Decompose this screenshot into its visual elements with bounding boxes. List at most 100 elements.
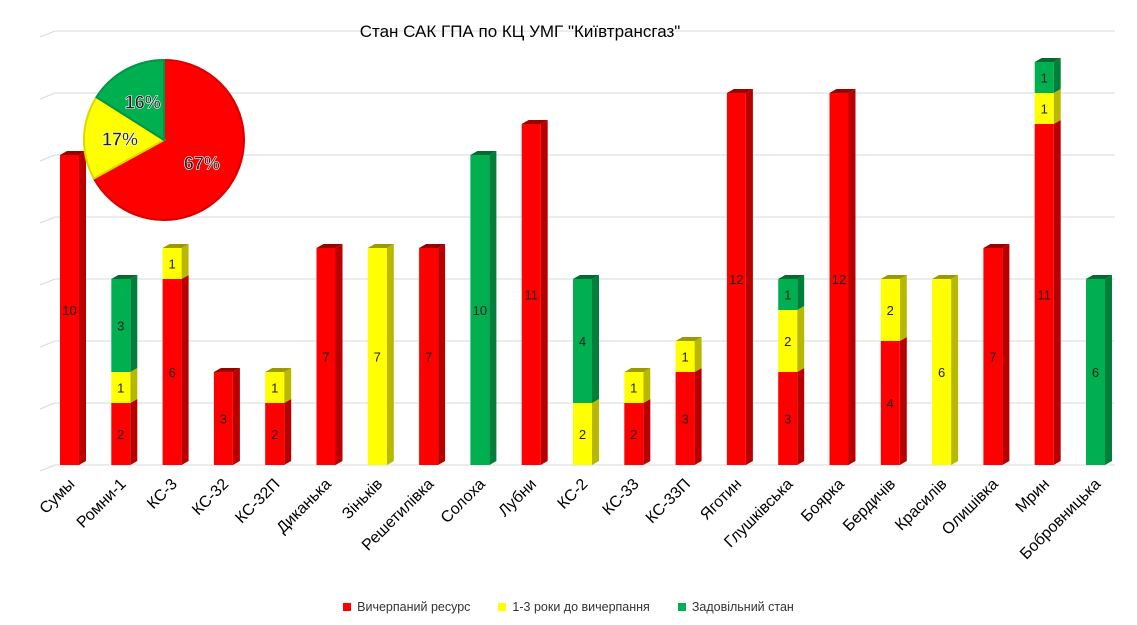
category-label: Зіньків bbox=[339, 476, 386, 523]
data-label: 1 bbox=[1041, 102, 1048, 117]
data-label: 3 bbox=[220, 412, 227, 427]
bar-side bbox=[130, 368, 138, 403]
bar-top bbox=[521, 120, 548, 124]
category-label: Мрин bbox=[1013, 476, 1053, 516]
bar-side bbox=[1053, 89, 1061, 124]
data-label: 1 bbox=[1041, 71, 1048, 86]
bar-top bbox=[367, 244, 394, 248]
data-label: 6 bbox=[938, 365, 945, 380]
bar-segment bbox=[778, 279, 798, 310]
category-label: КС-2 bbox=[555, 476, 592, 513]
category-label: Лубни bbox=[496, 476, 540, 520]
bar-top bbox=[675, 337, 702, 341]
category-label: КС-3 bbox=[144, 476, 181, 513]
data-label: 2 bbox=[271, 427, 278, 442]
bar-side bbox=[643, 399, 651, 465]
bar-segment bbox=[162, 279, 182, 465]
bar-top bbox=[983, 244, 1010, 248]
bar-top bbox=[316, 244, 343, 248]
bar-side bbox=[592, 275, 599, 403]
bar-side bbox=[79, 151, 86, 465]
bar-segment bbox=[1034, 93, 1054, 124]
bar-top bbox=[162, 244, 189, 248]
bar-top bbox=[111, 275, 138, 279]
bar-segment bbox=[573, 279, 592, 403]
bar-side bbox=[694, 368, 702, 465]
category-label: Боярка bbox=[798, 476, 848, 526]
bar-side bbox=[335, 244, 343, 465]
bar-side bbox=[643, 368, 651, 403]
data-label: 7 bbox=[425, 350, 432, 365]
gridline-slant bbox=[39, 92, 56, 100]
bar-side bbox=[797, 368, 805, 465]
bar-top bbox=[213, 368, 240, 372]
legend-label-satisfactory: Задовільний стан bbox=[691, 600, 794, 614]
bar-segment bbox=[880, 279, 900, 341]
category-label: Яготин bbox=[697, 476, 745, 524]
bar-side bbox=[1053, 120, 1061, 465]
bar-side bbox=[284, 368, 292, 403]
bar-top bbox=[419, 244, 446, 248]
gridline-slant bbox=[39, 278, 56, 286]
category-label: Бердичів bbox=[840, 476, 899, 535]
data-label: 1 bbox=[117, 381, 124, 396]
legend-item-1-3-years: 1-3 роки до вичерпання bbox=[498, 600, 650, 614]
bar-side bbox=[1002, 244, 1010, 465]
bar-side bbox=[1053, 58, 1061, 93]
data-label: 1 bbox=[630, 381, 637, 396]
bar-segment bbox=[111, 403, 131, 465]
data-label: 7 bbox=[374, 350, 381, 365]
pie-slice bbox=[83, 95, 166, 180]
gridline-slant bbox=[39, 216, 56, 224]
chart-title: Стан САК ГПА по КЦ УМГ "Київтрансгаз" bbox=[359, 22, 681, 41]
legend-item-exhausted: Вичерпаний ресурс bbox=[343, 600, 470, 614]
bar-side bbox=[181, 244, 189, 279]
bar-top bbox=[932, 275, 959, 279]
bar-side bbox=[848, 89, 856, 465]
bar-side bbox=[797, 306, 805, 372]
bar-side bbox=[130, 275, 138, 372]
data-label: 10 bbox=[62, 303, 76, 318]
category-label: Сумы bbox=[37, 476, 79, 518]
bar-top bbox=[470, 151, 497, 155]
bar-segment bbox=[265, 403, 285, 465]
data-label: 7 bbox=[989, 350, 996, 365]
pie-label: 16% bbox=[125, 92, 161, 112]
bar-side bbox=[899, 337, 907, 465]
bar-side bbox=[694, 337, 702, 372]
gridline-slant bbox=[39, 464, 56, 472]
category-label: Ромни-1 bbox=[74, 476, 130, 532]
bar-side bbox=[386, 244, 394, 465]
bar-segment bbox=[111, 279, 131, 372]
bar-segment bbox=[675, 341, 695, 372]
data-label: 2 bbox=[630, 427, 637, 442]
bar-side bbox=[181, 275, 189, 465]
data-label: 2 bbox=[784, 334, 791, 349]
pie-label: 67% bbox=[184, 153, 220, 173]
bar-segment bbox=[367, 248, 387, 465]
pie-slice bbox=[95, 58, 165, 142]
bar-segment bbox=[778, 372, 798, 465]
bar-segment bbox=[1034, 62, 1054, 93]
pie-slice bbox=[92, 58, 245, 221]
gridline-slant bbox=[39, 402, 56, 410]
data-label: 2 bbox=[117, 427, 124, 442]
bar-segment bbox=[778, 310, 798, 372]
legend-item-satisfactory: Задовільний стан bbox=[677, 600, 794, 614]
data-label: 12 bbox=[729, 272, 743, 287]
bar-side bbox=[130, 399, 138, 465]
bar-top bbox=[829, 89, 856, 93]
data-label: 3 bbox=[681, 412, 688, 427]
data-label: 10 bbox=[473, 303, 487, 318]
gridline-slant bbox=[39, 340, 56, 348]
bar-segment bbox=[880, 341, 900, 465]
category-label: Олишівка bbox=[939, 476, 1002, 539]
bar-segment bbox=[624, 372, 644, 403]
legend-swatch-1-3-years bbox=[498, 603, 507, 611]
bar-side bbox=[438, 244, 446, 465]
bar-segment bbox=[1086, 279, 1105, 465]
bar-side bbox=[592, 399, 599, 465]
bar-segment bbox=[60, 155, 79, 465]
bar-top bbox=[624, 368, 651, 372]
